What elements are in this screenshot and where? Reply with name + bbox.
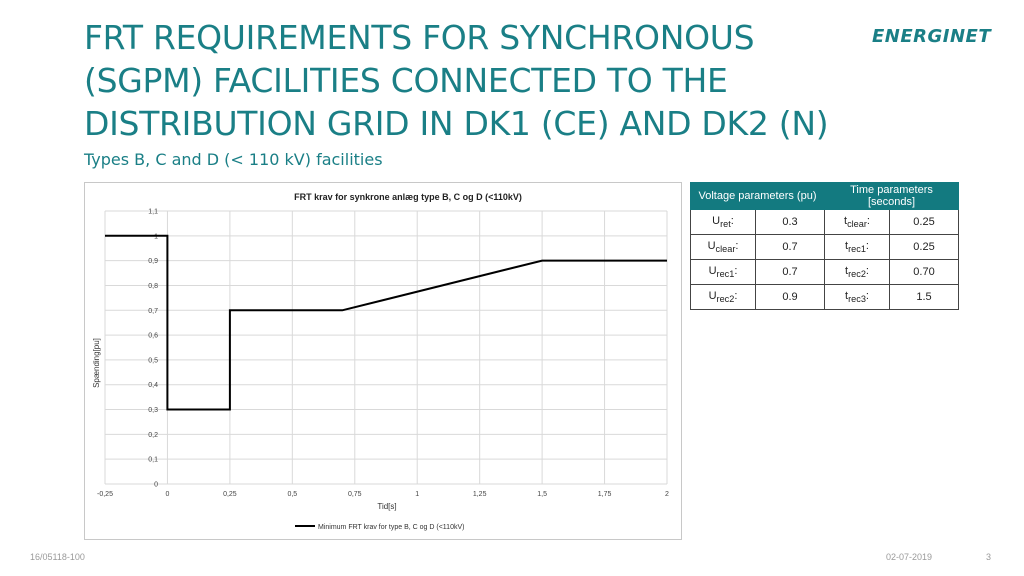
series-layer — [105, 234, 667, 411]
table-header-row: Voltage parameters (pu) Time parameters … — [690, 182, 959, 210]
param-subscript: rec2 — [716, 294, 735, 305]
param-subscript: rec1 — [716, 269, 735, 280]
param-symbol: t — [845, 289, 849, 302]
x-axis-label: Tid[s] — [377, 502, 396, 511]
tick-labels: 0 0,1 0,2 0,3 0,4 0,5 0,6 0,7 0,8 0,9 1 1,1 -0,25 0 0,… — [97, 209, 669, 499]
voltage-value-cell: 0.9 — [755, 284, 825, 310]
time-header: Time parameters [seconds] — [824, 182, 959, 210]
param-subscript: clear — [715, 244, 736, 255]
time-label-cell: trec2: — [824, 259, 890, 285]
table-row: Uclear: 0.7 trec1: 0.25 — [690, 234, 959, 260]
voltage-value-cell: 0.7 — [755, 234, 825, 260]
y-tick-label: 0,8 — [148, 283, 158, 290]
y-tick-label: 0,7 — [148, 308, 158, 315]
param-symbol: U — [708, 289, 717, 302]
voltage-value-cell: 0.7 — [755, 259, 825, 285]
param-symbol: t — [845, 264, 849, 277]
energinet-logo: ENERGINET — [872, 26, 992, 47]
time-value-cell: 0.25 — [889, 209, 959, 235]
slide-title: FRT REQUIREMENTS FOR SYNCHRONOUS (SGPM) … — [84, 18, 829, 143]
document-number: 16/05118-100 — [30, 552, 85, 562]
voltage-header: Voltage parameters (pu) — [690, 182, 825, 210]
param-subscript: clear — [847, 219, 867, 230]
chart-title: FRT krav for synkrone anlæg type B, C og… — [294, 192, 522, 202]
footer-date: 02-07-2019 — [886, 552, 933, 562]
time-label-cell: trec3: — [824, 284, 890, 310]
x-tick-label: 1,25 — [473, 491, 487, 498]
x-tick-label: 0 — [165, 491, 169, 498]
table-row: Urec2: 0.9 trec3: 1.5 — [690, 284, 959, 310]
param-symbol: t — [844, 214, 848, 227]
parameters-table: Voltage parameters (pu) Time parameters … — [690, 182, 959, 310]
time-value-cell: 0.70 — [889, 259, 959, 285]
param-symbol: U — [712, 214, 721, 227]
voltage-label-cell: Urec2: — [690, 284, 756, 310]
table-row: Uret: 0.3 tclear: 0.25 — [690, 209, 959, 235]
param-symbol: t — [845, 239, 849, 252]
chart-svg: FRT krav for synkrone anlæg type B, C og… — [92, 192, 669, 531]
frt-chart: FRT krav for synkrone anlæg type B, C og… — [84, 182, 682, 540]
table-row: Urec1: 0.7 trec2: 0.70 — [690, 259, 959, 285]
legend-label: Minimum FRT krav for type B, C og D (<11… — [318, 524, 464, 531]
time-value-cell: 0.25 — [889, 234, 959, 260]
y-tick-label: 0 — [154, 482, 158, 489]
slide-subtitle: Types B, C and D (< 110 kV) facilities — [84, 150, 383, 169]
param-subscript: rec2 — [848, 269, 866, 280]
legend: Minimum FRT krav for type B, C og D (<11… — [295, 524, 464, 531]
voltage-label-cell: Uclear: — [690, 234, 756, 260]
x-tick-label: -0,25 — [97, 491, 113, 498]
x-tick-label: 1,75 — [598, 491, 612, 498]
y-tick-label: 0,6 — [148, 333, 158, 340]
y-axis-label: Spænding[pu] — [92, 338, 101, 388]
param-subscript: ret — [720, 219, 731, 230]
param-subscript: rec3 — [848, 294, 866, 305]
x-tick-label: 1,5 — [537, 491, 547, 498]
y-tick-label: 1,1 — [148, 209, 158, 216]
time-value-cell: 1.5 — [889, 284, 959, 310]
voltage-label-cell: Urec1: — [690, 259, 756, 285]
y-tick-label: 0,9 — [148, 258, 158, 265]
voltage-label-cell: Uret: — [690, 209, 756, 235]
voltage-value-cell: 0.3 — [755, 209, 825, 235]
x-tick-label: 0,5 — [287, 491, 297, 498]
x-tick-label: 0,75 — [348, 491, 362, 498]
y-tick-label: 0,4 — [148, 382, 158, 389]
time-label-cell: trec1: — [824, 234, 890, 260]
y-tick-label: 0,5 — [148, 357, 158, 364]
param-subscript: rec1 — [848, 244, 866, 255]
y-tick-label: 0,3 — [148, 407, 158, 414]
series-line — [105, 234, 667, 411]
page-number: 3 — [986, 552, 992, 562]
x-tick-label: 0,25 — [223, 491, 237, 498]
time-label-cell: tclear: — [824, 209, 890, 235]
x-tick-label: 2 — [665, 491, 669, 498]
y-tick-label: 0,1 — [148, 457, 158, 464]
y-tick-label: 0,2 — [148, 432, 158, 439]
y-tick-label: 1 — [154, 233, 158, 240]
x-tick-label: 1 — [415, 491, 419, 498]
param-symbol: U — [708, 264, 717, 277]
grid-lines — [104, 210, 668, 485]
param-symbol: U — [707, 239, 716, 252]
